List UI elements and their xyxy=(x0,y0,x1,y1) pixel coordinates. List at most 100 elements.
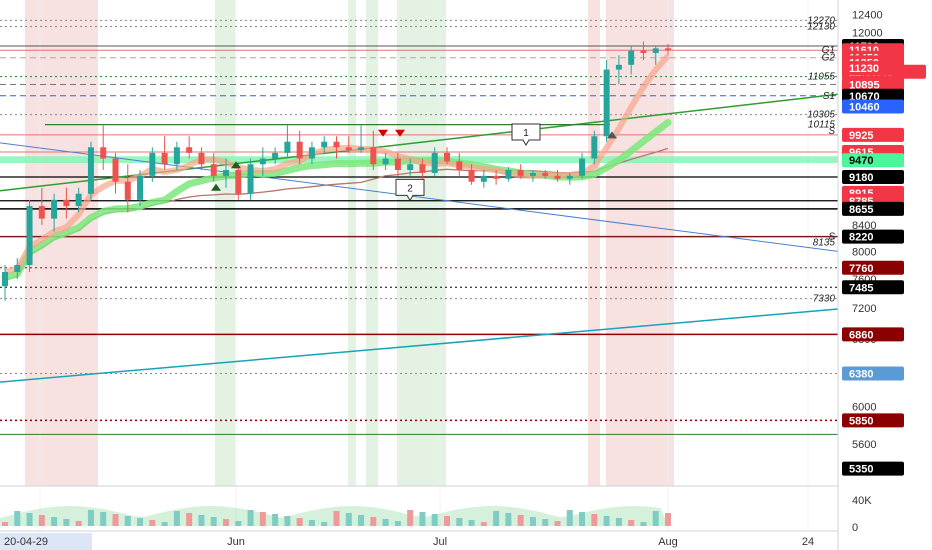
time-tick-label: 24 xyxy=(802,536,814,548)
volume-bar xyxy=(124,516,131,526)
time-tick-label: Jul xyxy=(433,536,447,548)
price-tick-label: 8400 xyxy=(852,220,876,232)
candle-body xyxy=(456,161,463,171)
time-tick-label: Aug xyxy=(658,536,678,548)
level-annotation: 10115 xyxy=(808,120,836,131)
volume-axis-label: 40K xyxy=(852,495,872,507)
candle-body xyxy=(137,175,144,200)
price-label-badge xyxy=(842,170,904,185)
candle-body xyxy=(566,175,573,179)
volume-bar xyxy=(517,515,524,526)
volume-bar xyxy=(579,512,586,526)
time-axis[interactable]: 20-04-29 Jun Jul Aug 24 xyxy=(0,530,838,550)
volume-bar xyxy=(456,518,463,526)
price-label-text: 8655 xyxy=(849,204,873,216)
candle-body xyxy=(615,64,622,70)
volume-bar xyxy=(566,510,573,526)
candle-body xyxy=(358,147,365,151)
level-annotation: 10305 xyxy=(807,110,835,121)
price-label-badge xyxy=(842,413,904,428)
level-annotation: 11055 xyxy=(808,72,836,83)
candles xyxy=(1,41,672,301)
volume-bar xyxy=(382,519,389,526)
volume-bar xyxy=(333,511,340,526)
price-label-badge xyxy=(842,201,904,216)
level-annotations: 1227012130G1G211055S11030510115SS8135733… xyxy=(807,15,835,304)
price-label-text: 9925 xyxy=(849,130,873,142)
wave-label-text: 2 xyxy=(407,183,413,194)
volume-bar xyxy=(444,516,450,526)
candle-body xyxy=(517,170,524,176)
wave-label-callout xyxy=(511,123,541,146)
candle-body xyxy=(223,170,229,176)
level-annotation: 8135 xyxy=(813,237,836,248)
candle-body xyxy=(444,152,450,162)
volume-bar xyxy=(235,521,242,526)
candle-body xyxy=(149,152,156,176)
volume-bar xyxy=(14,511,21,526)
candle-body xyxy=(14,265,21,272)
signal-arrow xyxy=(607,131,617,139)
price-label-badge xyxy=(842,99,904,114)
volume-bar xyxy=(247,510,254,526)
candle-body xyxy=(370,147,377,165)
volume-bar xyxy=(529,517,536,526)
candle-body xyxy=(603,69,610,137)
candle-body xyxy=(26,206,33,266)
price-label-badge xyxy=(842,461,904,476)
volume-bar xyxy=(358,515,365,526)
volume-pane: 40K 0 xyxy=(0,485,872,534)
volume-bar xyxy=(591,514,598,526)
price-axis[interactable]: 1240012000840080007600720068006400600056… xyxy=(837,0,926,550)
candle-body xyxy=(235,170,242,194)
volume-bar xyxy=(665,513,671,526)
candle-body xyxy=(284,141,291,153)
descending-trendline xyxy=(0,142,839,252)
candle-body xyxy=(272,152,279,159)
level-annotation: 7330 xyxy=(813,294,836,305)
price-label-badge xyxy=(842,61,904,76)
candle-body xyxy=(554,175,561,179)
candle-body xyxy=(2,271,8,287)
signal-markers xyxy=(211,129,617,191)
candle-body xyxy=(591,136,598,159)
price-label-text: 10460 xyxy=(849,102,880,114)
volume-bar xyxy=(210,517,217,526)
candle-body xyxy=(75,193,82,207)
candle-body xyxy=(321,141,328,148)
volume-bar xyxy=(652,511,659,526)
volume-bar xyxy=(186,513,193,526)
session-band xyxy=(348,0,356,486)
volume-bar xyxy=(100,512,107,526)
signal-arrow xyxy=(211,183,221,191)
volume-bar xyxy=(259,512,266,526)
wave-labels: 12 xyxy=(395,123,541,202)
price-tick-label: 5600 xyxy=(852,439,876,451)
volume-bar xyxy=(480,522,487,526)
price-label-badge xyxy=(842,260,904,275)
candle-body xyxy=(100,147,107,159)
candle-body xyxy=(652,48,659,53)
candle-body xyxy=(112,158,119,182)
volume-bar xyxy=(407,510,414,526)
volume-bar xyxy=(87,510,94,526)
volume-bar xyxy=(394,521,401,526)
candle-body xyxy=(480,175,487,182)
volume-bar xyxy=(345,513,352,526)
candle-body xyxy=(333,141,340,148)
trend-lines xyxy=(0,93,839,383)
price-tick-label: 12000 xyxy=(852,27,883,39)
price-label-text: 6380 xyxy=(849,369,873,381)
volume-bar xyxy=(308,520,315,526)
session-band xyxy=(588,0,600,486)
volume-bar xyxy=(26,513,33,526)
price-tick-label: 12400 xyxy=(852,10,883,22)
candle-body xyxy=(161,152,168,165)
price-label-badge xyxy=(842,77,904,92)
volume-bar xyxy=(296,518,303,526)
volume-bar xyxy=(493,511,500,526)
price-label-badge xyxy=(842,229,904,244)
candle-body xyxy=(173,147,180,165)
volume-bar xyxy=(75,521,82,526)
session-band xyxy=(366,0,378,486)
